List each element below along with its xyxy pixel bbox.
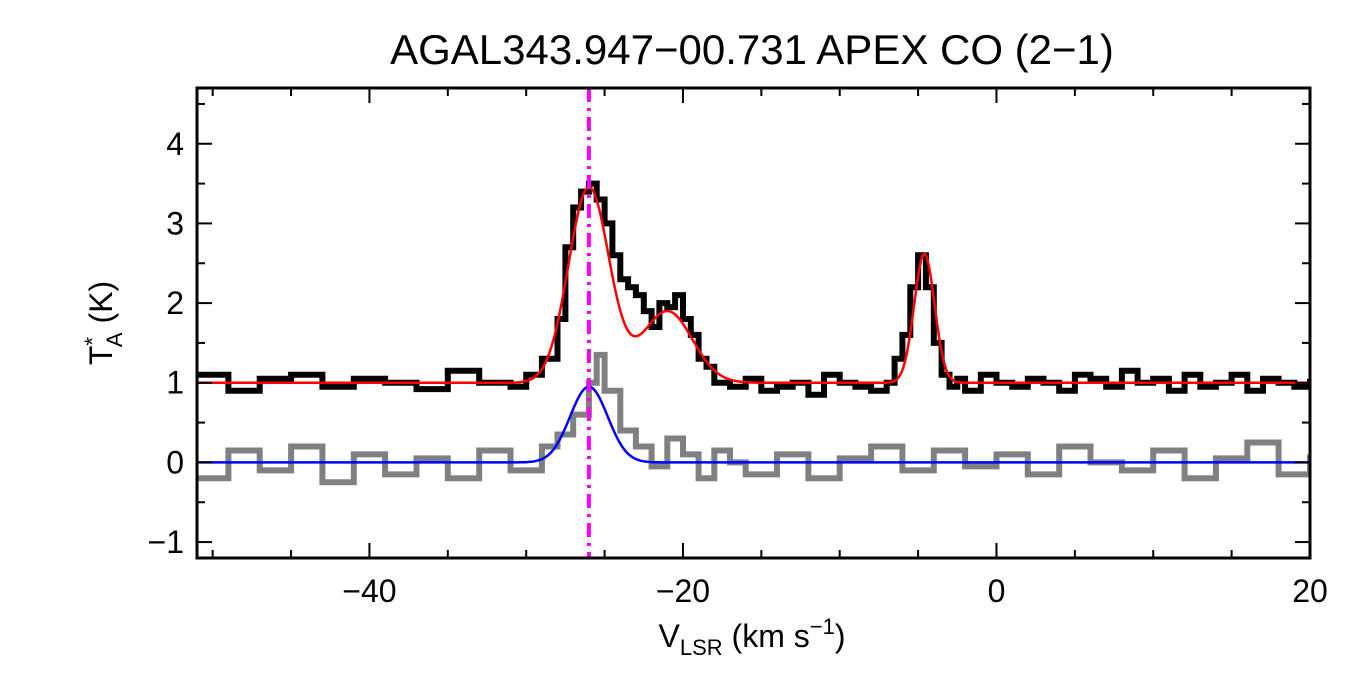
y-tick-label: −1 [148,524,184,560]
x-axis-label: VLSR (km s−1) [659,614,846,660]
chart-title: AGAL343.947−00.731 APEX CO (2−1) [390,26,1114,73]
y-tick-label: 0 [166,444,184,480]
y-tick-label: 1 [166,365,184,401]
y-axis-label-superscript: * [80,337,105,346]
axis-ticks [197,88,1311,558]
x-tick-label: 0 [988,573,1006,609]
x-axis-label-units: (km s [723,618,810,654]
y-tick-label: 4 [166,126,184,162]
fit-group [197,185,1309,464]
x-axis-label-superscript: −1 [810,614,835,639]
axis-tick-labels: −40 −20 0 20 −1 0 1 2 3 4 [148,126,1328,609]
y-axis-label: T*A (K) [80,281,127,365]
y-axis-label-units: (K) [83,281,119,333]
spectrum-series-0 [197,180,1310,398]
x-tick-label: −20 [656,573,710,609]
x-axis-label-main: V [659,618,681,654]
plot-frame [195,86,1312,560]
y-tick-label: 2 [166,285,184,321]
y-axis-label-subscript: A [102,332,127,347]
gaussian-fit-0 [197,185,1309,384]
y-axis-label-main: T [83,346,119,366]
series-group [197,180,1310,486]
x-axis-label-subscript: LSR [680,635,723,660]
x-tick-label: 20 [1292,573,1328,609]
x-tick-label: −40 [342,573,396,609]
y-tick-label: 3 [166,205,184,241]
spectrum-series-1 [197,351,1310,486]
x-axis-label-close: ) [835,618,846,654]
gaussian-fit-1 [197,385,1309,464]
plot-area [197,88,1310,558]
